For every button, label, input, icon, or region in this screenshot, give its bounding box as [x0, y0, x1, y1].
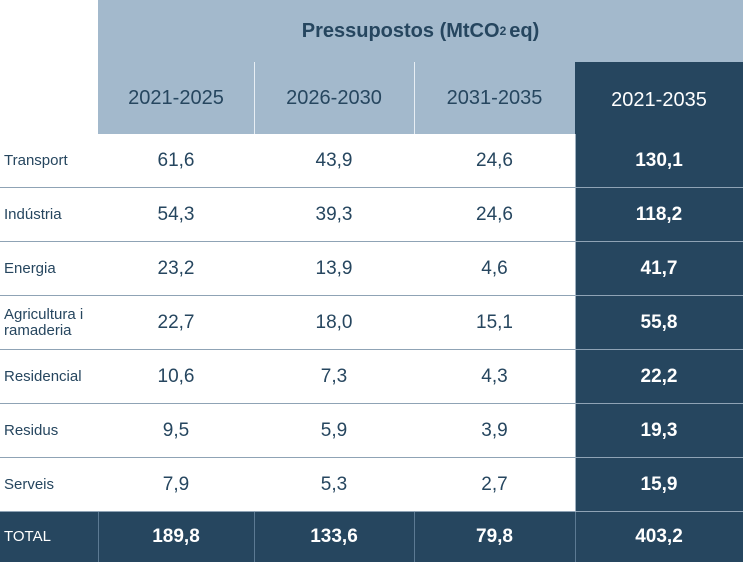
row-divider — [0, 403, 743, 404]
table-cell: 39,3 — [315, 204, 353, 225]
column-header: 2026-2030 — [254, 62, 414, 134]
table-cell: 24,6 — [476, 150, 513, 171]
table-cell: 4,3 — [481, 366, 508, 387]
table-cell: 4,6 — [481, 258, 508, 279]
column-header: 2021-2035 — [575, 62, 743, 134]
total-value: 79,8 — [414, 512, 575, 562]
row-label: Residencial — [4, 368, 82, 385]
title-subscript: 2 — [499, 24, 507, 38]
total-column-divider — [575, 512, 576, 562]
table-cell: 23,2 — [157, 258, 195, 279]
table-cell: 22,2 — [575, 350, 743, 404]
table-cell: 3,9 — [481, 420, 508, 441]
table-cell: 10,6 — [157, 366, 195, 387]
table-cell: 5,9 — [320, 420, 348, 441]
column-divider — [414, 62, 415, 134]
row-label: Agricultura i ramaderia — [4, 306, 84, 339]
table-cell: 130,1 — [575, 134, 743, 188]
total-value: 189,8 — [98, 512, 254, 562]
total-column-divider — [98, 512, 99, 562]
table-title: Pressupostos (MtCO 2 eq) — [98, 0, 743, 62]
table-cell: 118,2 — [575, 188, 743, 242]
table-cell: 9,5 — [162, 420, 190, 441]
total-value: 403,2 — [575, 512, 743, 562]
table-cell: 15,1 — [476, 312, 513, 333]
table-cell: 15,9 — [575, 458, 743, 512]
row-divider — [0, 511, 743, 512]
row-label: Energia — [4, 260, 56, 277]
column-header: 2031-2035 — [414, 62, 575, 134]
total-label: TOTAL — [0, 512, 98, 562]
table-cell: 19,3 — [575, 404, 743, 458]
row-label: Transport — [4, 152, 68, 169]
table-cell: 2,7 — [481, 474, 508, 495]
table-cell: 41,7 — [575, 242, 743, 296]
title-suffix: eq) — [509, 19, 540, 42]
total-column-divider — [414, 512, 415, 562]
table-cell: 43,9 — [315, 150, 353, 171]
row-label: Serveis — [4, 476, 55, 493]
table-cell: 54,3 — [157, 204, 195, 225]
row-divider — [0, 349, 743, 350]
table-cell: 7,3 — [320, 366, 348, 387]
table-cell: 61,6 — [157, 150, 195, 171]
table-cell: 55,8 — [575, 296, 743, 350]
column-divider — [254, 62, 255, 134]
title-prefix: Pressupostos (MtCO — [301, 19, 500, 42]
row-divider — [0, 295, 743, 296]
table-cell: 13,9 — [315, 258, 353, 279]
total-value: 133,6 — [254, 512, 414, 562]
table-cell: 5,3 — [320, 474, 348, 495]
row-label: Indústria — [4, 206, 62, 223]
table-cell: 24,6 — [476, 204, 513, 225]
table-cell: 22,7 — [157, 312, 195, 333]
row-label: Residus — [4, 422, 59, 439]
row-divider — [0, 457, 743, 458]
row-divider — [0, 241, 743, 242]
column-header: 2021-2025 — [98, 62, 254, 134]
table-cell: 18,0 — [315, 312, 353, 333]
table-cell: 7,9 — [162, 474, 190, 495]
row-divider — [0, 187, 743, 188]
total-column-border — [575, 134, 576, 512]
total-column-divider — [254, 512, 255, 562]
